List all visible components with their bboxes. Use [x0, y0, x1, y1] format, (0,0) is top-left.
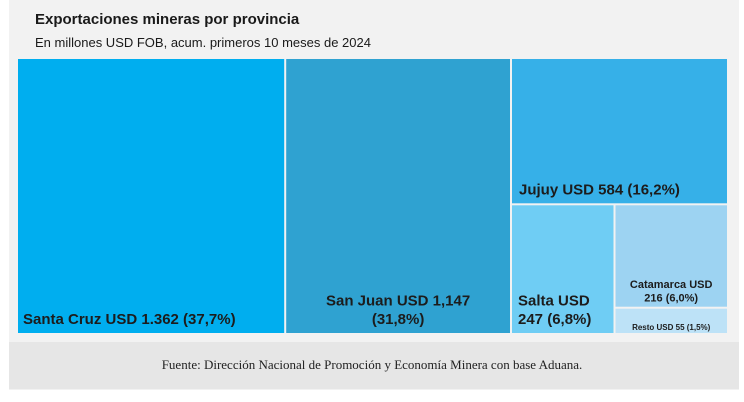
treemap-label-san-juan: San Juan USD 1,147 (31,8%) [326, 292, 470, 328]
treemap-label-line: Salta USD [518, 292, 590, 309]
treemap-cell-salta [512, 205, 614, 333]
treemap-cell-santa-cruz [18, 59, 285, 333]
treemap-label-line: 247 (6,8%) [518, 311, 591, 328]
treemap-label-salta: Salta USD 247 (6,8%) [518, 292, 591, 328]
treemap-chart: Santa Cruz USD 1.362 (37,7%) San Juan USD… [18, 59, 727, 333]
treemap-cell-resto [615, 308, 727, 333]
treemap-label-resto: Resto USD 55 (1,5%) [632, 323, 711, 332]
treemap-label-line: Catamarca USD [630, 279, 713, 291]
treemap-cell-san-juan [286, 59, 510, 333]
treemap-label-jujuy: Jujuy USD 584 (16,2%) [519, 181, 680, 198]
source-bar [9, 342, 739, 389]
treemap-label-line: San Juan USD 1,147 [326, 292, 470, 309]
treemap-label-line: Santa Cruz USD 1.362 (37,7%) [23, 311, 236, 328]
treemap-cell-jujuy [512, 59, 727, 204]
treemap-label-line: Jujuy USD 584 (16,2%) [519, 181, 680, 198]
treemap-label-line: Resto USD 55 (1,5%) [632, 323, 711, 332]
treemap-label-line: 216 (6,0%) [644, 293, 698, 305]
treemap-cell-catamarca [615, 205, 727, 307]
chart-subtitle: En millones USD FOB, acum. primeros 10 m… [35, 35, 371, 50]
treemap-label-line: (31,8%) [372, 311, 425, 328]
chart-title: Exportaciones mineras por provincia [35, 11, 300, 28]
treemap-label-catamarca: Catamarca USD 216 (6,0%) [630, 279, 713, 305]
source-note: Fuente: Dirección Nacional de Promoción … [161, 357, 583, 372]
treemap-label-santa-cruz: Santa Cruz USD 1.362 (37,7%) [23, 311, 236, 328]
